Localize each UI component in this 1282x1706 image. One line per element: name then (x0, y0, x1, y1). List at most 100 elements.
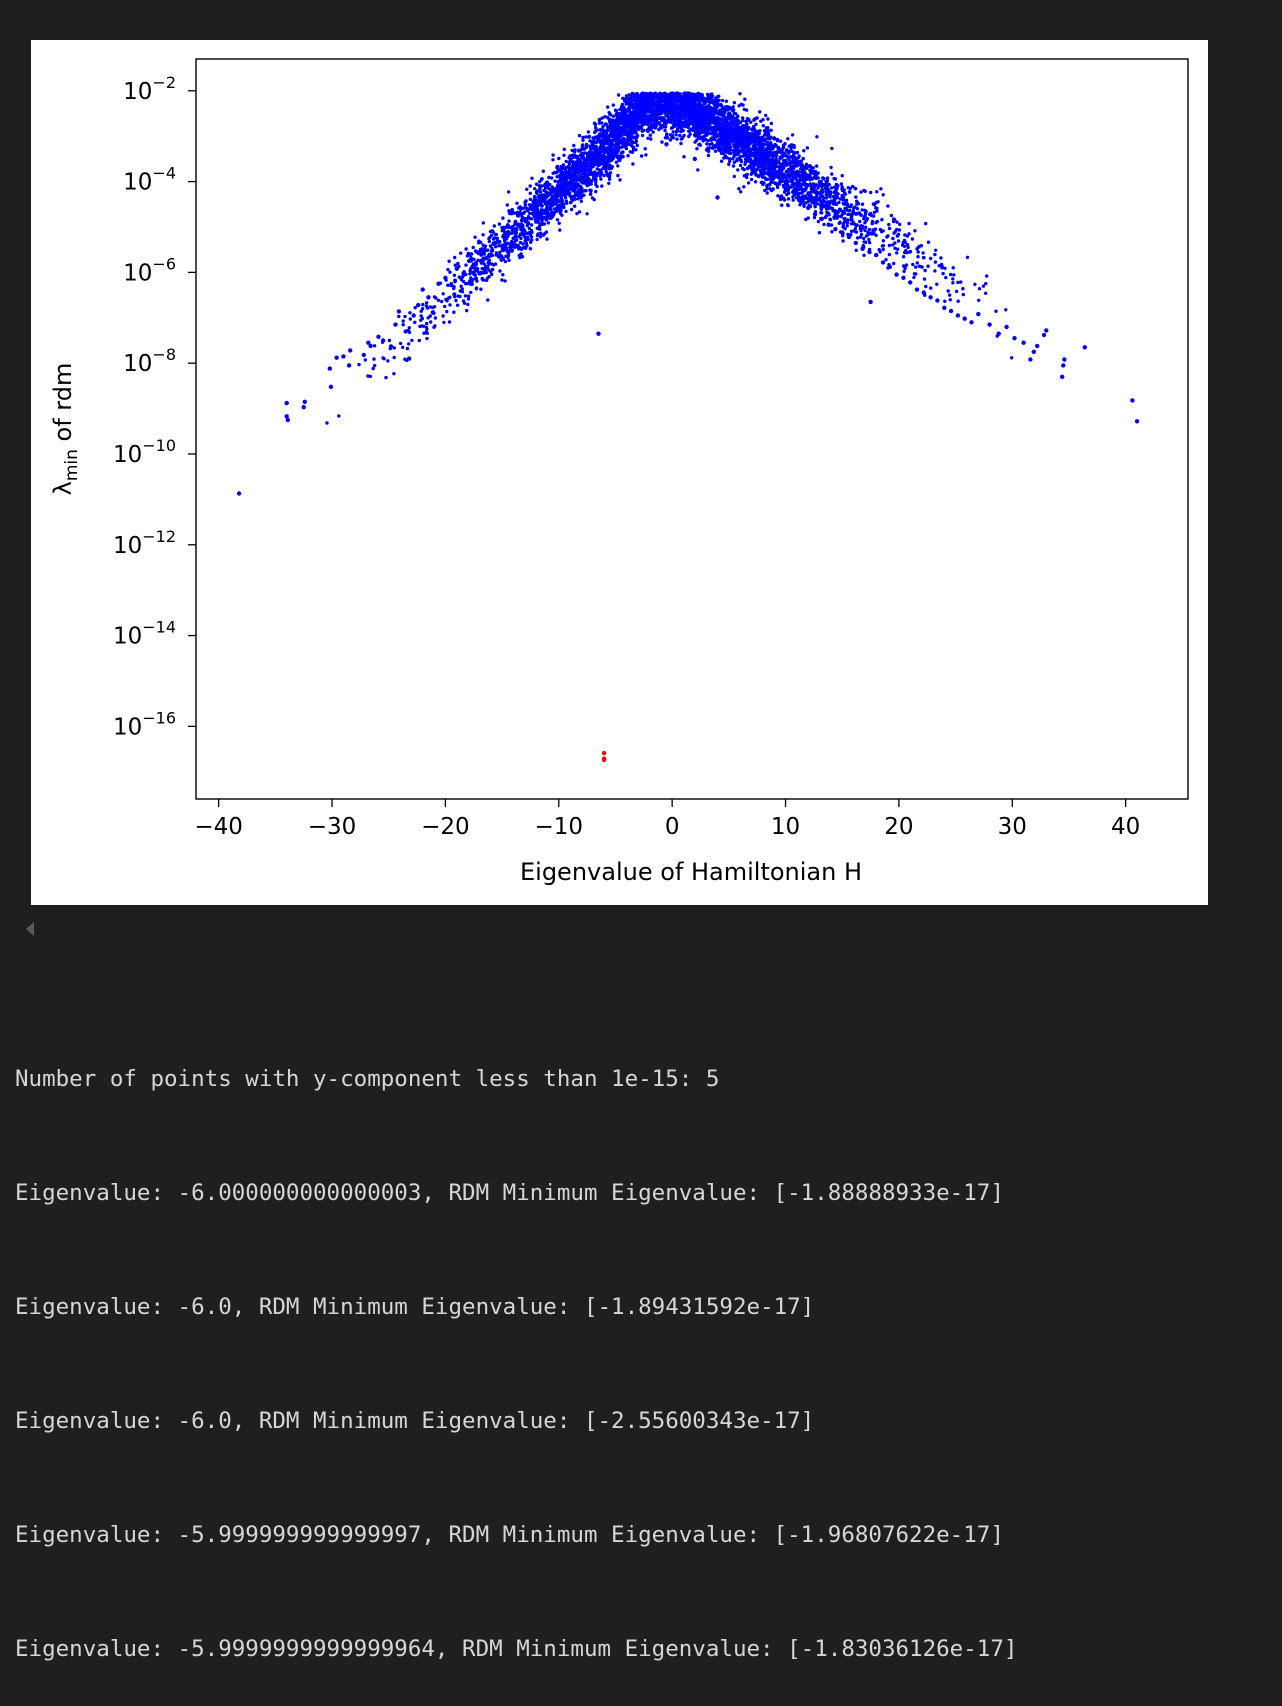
data-point (871, 230, 875, 234)
data-point (564, 199, 569, 203)
data-point (924, 284, 928, 289)
data-point (766, 136, 771, 140)
data-point (951, 277, 955, 281)
data-point (600, 116, 604, 120)
data-point (533, 201, 538, 205)
data-point (926, 240, 931, 244)
data-point (534, 220, 538, 224)
data-point (867, 212, 872, 217)
data-point (666, 109, 670, 113)
data-point (841, 239, 845, 243)
data-point (816, 186, 820, 190)
data-point (984, 281, 988, 286)
data-point (598, 127, 603, 132)
data-point (745, 135, 750, 139)
data-point (801, 188, 805, 193)
data-point (539, 231, 543, 235)
data-point (797, 191, 801, 196)
data-point (802, 149, 806, 153)
data-point (828, 190, 833, 194)
data-point (916, 250, 920, 254)
data-point (500, 225, 504, 230)
data-point (773, 181, 777, 186)
data-point (836, 210, 840, 215)
data-point (802, 204, 806, 208)
data-point (401, 345, 405, 349)
data-point (726, 136, 730, 140)
data-point (553, 207, 557, 211)
data-point (363, 358, 367, 362)
data-point (535, 233, 540, 238)
data-point (767, 151, 771, 155)
data-point (757, 174, 761, 179)
data-point (725, 131, 730, 135)
data-point (536, 208, 540, 212)
data-point (577, 165, 581, 169)
data-point (577, 133, 582, 138)
data-point (746, 166, 750, 171)
data-point (713, 144, 717, 148)
data-point (915, 261, 919, 265)
data-point (544, 230, 549, 234)
data-point (678, 97, 683, 102)
data-point (846, 186, 850, 190)
data-point (805, 146, 810, 150)
data-point (791, 198, 795, 202)
data-point (518, 240, 523, 245)
data-point (879, 187, 883, 191)
data-point (616, 93, 621, 97)
data-point (517, 214, 521, 218)
data-point (639, 126, 644, 130)
data-point (741, 149, 745, 153)
data-point (481, 221, 485, 225)
data-point (453, 263, 457, 267)
data-point (579, 199, 583, 203)
data-point (892, 261, 896, 266)
data-point (421, 302, 425, 307)
data-point (919, 244, 923, 248)
data-point (526, 208, 530, 212)
data-point (595, 184, 599, 189)
data-point (682, 112, 686, 117)
data-point (933, 252, 937, 257)
data-point (428, 314, 432, 318)
data-point (1009, 356, 1014, 360)
data-point (521, 223, 525, 228)
data-point (506, 190, 511, 194)
data-point (692, 125, 696, 129)
data-point (736, 168, 740, 172)
data-point (676, 107, 680, 112)
data-point (813, 174, 817, 178)
data-point (468, 272, 472, 276)
data-point (682, 155, 686, 159)
data-point (695, 120, 699, 124)
data-point (891, 219, 896, 224)
data-point (644, 153, 648, 157)
data-point (744, 138, 748, 142)
data-point (834, 189, 838, 193)
data-point (729, 136, 734, 141)
data-point (744, 108, 749, 112)
data-point (661, 116, 666, 120)
data-point (619, 117, 623, 122)
data-point (617, 141, 621, 145)
data-point (824, 185, 828, 189)
data-point (764, 113, 768, 118)
data-point (793, 173, 798, 178)
data-point (985, 274, 989, 278)
data-point (863, 211, 868, 215)
data-point (468, 253, 472, 257)
data-point (440, 299, 444, 304)
data-point (588, 192, 593, 197)
data-point (785, 177, 789, 181)
data-point (640, 92, 644, 96)
data-point (577, 210, 582, 214)
data-point (806, 191, 810, 196)
data-point (783, 142, 787, 146)
data-point (801, 156, 805, 161)
data-point (517, 253, 521, 258)
data-point (403, 314, 407, 319)
data-point (556, 167, 560, 171)
data-point (817, 231, 822, 235)
data-point (519, 236, 523, 241)
